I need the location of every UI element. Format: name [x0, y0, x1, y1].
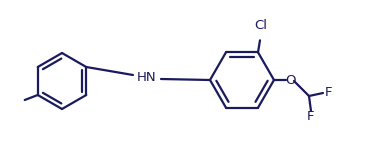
Text: HN: HN	[137, 71, 157, 83]
Text: Cl: Cl	[255, 19, 268, 32]
Text: F: F	[307, 111, 315, 124]
Text: O: O	[285, 73, 295, 87]
Text: F: F	[324, 87, 332, 99]
